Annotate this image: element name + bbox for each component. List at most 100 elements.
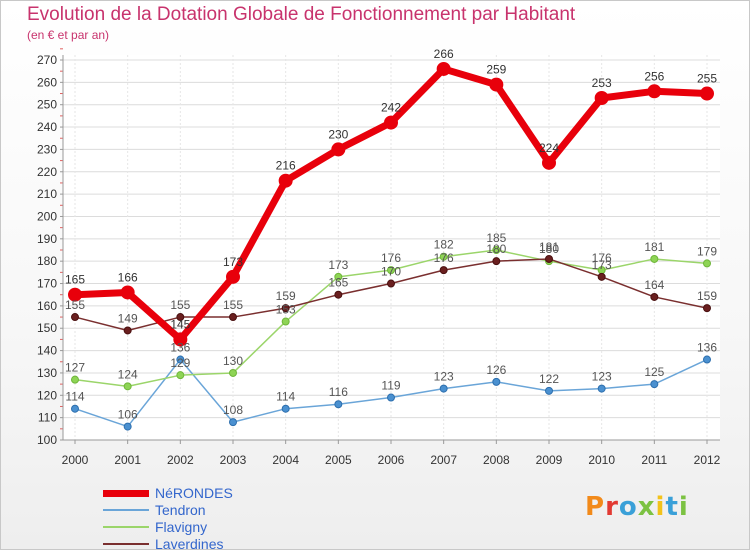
data-label-nerondes: 166: [118, 270, 138, 284]
y-tick-label: 270: [37, 53, 57, 67]
y-tick-label: 220: [37, 165, 57, 179]
x-tick-label: 2001: [114, 453, 141, 467]
data-point-tendron: [387, 393, 395, 402]
data-point-tendron: [71, 404, 79, 413]
y-tick-label: 230: [37, 142, 57, 156]
legend-item-nerondes: NéRONDES: [103, 485, 233, 502]
data-point-nerondes: [647, 84, 662, 99]
data-point-flavigny: [703, 259, 711, 268]
data-label-laverdines: 155: [65, 298, 85, 312]
x-tick-label: 2012: [694, 453, 721, 467]
logo-letter: r: [605, 492, 619, 522]
data-label-tendron: 122: [539, 372, 559, 386]
data-point-nerondes: [700, 86, 714, 101]
data-point-tendron: [703, 355, 711, 364]
logo-letter: i: [678, 492, 689, 522]
data-point-flavigny: [281, 317, 290, 326]
legend-swatch-tendron: [103, 509, 149, 511]
y-tick-label: 200: [37, 209, 57, 223]
data-label-laverdines: 155: [223, 298, 243, 312]
legend-label-laverdines: Laverdines: [155, 536, 224, 552]
data-point-tendron: [334, 400, 343, 409]
legend-swatch-laverdines: [103, 543, 149, 545]
data-point-nerondes: [120, 285, 135, 300]
data-label-flavigny: 181: [644, 240, 664, 254]
data-point-tendron: [123, 422, 132, 431]
data-label-tendron: 136: [697, 341, 717, 355]
data-point-nerondes: [226, 269, 240, 284]
data-label-laverdines: 180: [486, 242, 506, 256]
data-label-nerondes: 230: [328, 127, 348, 141]
data-point-flavigny: [387, 266, 395, 275]
y-tick-label: 130: [37, 366, 57, 380]
data-point-nerondes: [278, 173, 293, 188]
data-label-tendron: 108: [223, 403, 243, 417]
data-point-flavigny: [439, 252, 448, 261]
x-tick-label: 2004: [272, 453, 299, 467]
legend-label-tendron: Tendron: [155, 502, 206, 518]
data-label-nerondes: 242: [381, 101, 401, 115]
x-tick-label: 2011: [641, 453, 667, 467]
data-label-nerondes: 173: [223, 255, 243, 269]
data-point-flavigny: [176, 371, 185, 380]
data-label-tendron: 136: [170, 341, 190, 355]
data-label-nerondes: 259: [486, 63, 506, 77]
y-tick-label: 180: [37, 254, 57, 268]
data-point-tendron: [597, 384, 606, 393]
x-tick-label: 2006: [378, 453, 405, 467]
data-label-tendron: 114: [276, 390, 295, 404]
x-tick-label: 2005: [325, 453, 352, 467]
data-label-flavigny: 176: [381, 251, 401, 265]
y-tick-label: 250: [37, 98, 57, 112]
data-point-tendron: [229, 418, 237, 427]
data-label-flavigny: 124: [118, 367, 138, 381]
legend-item-flavigny: Flavigny: [103, 519, 233, 536]
data-point-flavigny: [71, 375, 79, 384]
axes: 100 110 120 130 140 150 160 170 180 190 200 210 220 2…: [37, 48, 721, 467]
legend-swatch-nerondes: [103, 489, 149, 497]
y-tick-label: 110: [38, 411, 57, 425]
logo-letter: P: [585, 492, 606, 522]
data-label-laverdines: 149: [118, 311, 138, 325]
data-label-nerondes: 216: [276, 159, 296, 173]
data-label-flavigny: 127: [65, 361, 85, 375]
legend-swatch-flavigny: [103, 526, 149, 528]
data-point-laverdines: [492, 257, 501, 266]
data-label-laverdines: 155: [170, 298, 190, 312]
data-point-tendron: [650, 380, 659, 389]
x-tick-label: 2000: [62, 453, 89, 467]
data-label-nerondes: 256: [644, 69, 664, 83]
data-label-nerondes: 255: [697, 72, 717, 86]
data-label-laverdines: 159: [276, 289, 296, 303]
y-tick-label: 260: [37, 75, 57, 89]
data-point-laverdines: [439, 266, 448, 275]
data-point-tendron: [439, 384, 448, 393]
data-label-laverdines: 165: [328, 276, 348, 290]
data-label-tendron: 123: [592, 370, 612, 384]
data-label-tendron: 106: [118, 408, 138, 422]
legend-item-tendron: Tendron: [103, 502, 233, 519]
y-tick-label: 210: [37, 187, 57, 201]
data-label-flavigny: 182: [434, 238, 454, 252]
data-point-tendron: [545, 386, 553, 395]
legend: NéRONDES Tendron Flavigny Laverdines: [103, 485, 233, 553]
data-point-laverdines: [334, 290, 343, 299]
data-label-nerondes: 165: [65, 273, 85, 287]
y-tick-label: 120: [37, 388, 57, 402]
x-tick-label: 2009: [536, 453, 563, 467]
data-label-tendron: 116: [329, 385, 348, 399]
y-tick-label: 190: [37, 232, 57, 246]
x-tick-label: 2002: [167, 453, 194, 467]
data-point-laverdines: [281, 304, 290, 313]
legend-item-laverdines: Laverdines: [103, 536, 233, 553]
data-label-flavigny: 130: [223, 354, 243, 368]
data-point-nerondes: [384, 115, 398, 130]
data-point-flavigny: [229, 368, 237, 377]
data-label-flavigny: 153: [276, 303, 296, 317]
data-point-laverdines: [176, 313, 185, 322]
y-tick-label: 160: [37, 299, 57, 313]
logo-letter: o: [618, 492, 638, 522]
x-tick-label: 2007: [430, 453, 457, 467]
data-point-nerondes: [331, 142, 346, 157]
